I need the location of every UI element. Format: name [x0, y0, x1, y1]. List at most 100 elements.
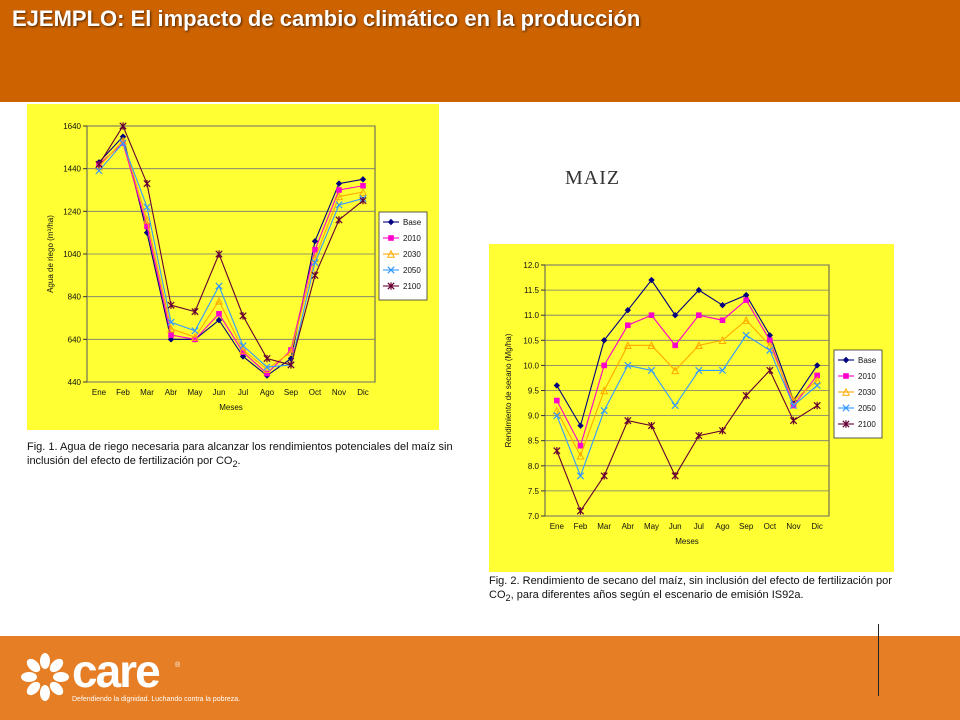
- fig1-point-2100: [287, 361, 295, 369]
- fig2-point-2010: [719, 317, 726, 324]
- fig1-point-2050: [167, 318, 175, 326]
- fig1-legend-marker-2100: [387, 282, 395, 290]
- fig1-point-2100: [143, 179, 151, 188]
- fig2-point-2050: [553, 411, 561, 420]
- fig1-legend-label-base: Base: [403, 218, 422, 227]
- slide-header: EJEMPLO: El impacto de cambio climático …: [0, 0, 960, 102]
- care-logo: care ® Defendiendo la dignidad. Luchando…: [20, 645, 280, 710]
- fig1-legend-marker-2050: [387, 266, 395, 274]
- fig1-point-2050: [191, 327, 199, 335]
- fig1-x-tick-label: Jul: [238, 388, 248, 397]
- fig1-point-2100: [335, 216, 343, 224]
- fig1-legend: Base 2010 2030 2050 2100: [378, 211, 428, 301]
- fig1-point-2100: [215, 250, 223, 258]
- fig2-point-2100: [695, 431, 703, 440]
- fig1-point-2100: [239, 312, 247, 320]
- fig2-point-2030: [552, 406, 561, 415]
- fig2-point-2050: [789, 401, 798, 410]
- figure-2-caption: Fig. 2. Rendimiento de secano del maíz, …: [489, 574, 914, 605]
- fig1-x-tick-label: Feb: [116, 388, 130, 397]
- fig2-point-2050: [671, 401, 679, 410]
- fig1-point-2030: [190, 332, 200, 341]
- fig2-point-2050: [718, 366, 727, 375]
- fig2-legend-marker-2010: [843, 373, 849, 379]
- fig2-x-axis-label: Meses: [675, 537, 699, 546]
- fig2-point-2030: [718, 335, 727, 344]
- fig1-x-tick-label: May: [187, 388, 202, 397]
- fig2-point-2100: [671, 472, 679, 480]
- fig1-point-2030: [166, 324, 176, 333]
- fig2-legend-label-2050: 2050: [858, 404, 876, 413]
- figure-1-caption-text: Fig. 1. Agua de riego necesaria para alc…: [27, 441, 453, 467]
- fig2-point-2010: [767, 337, 773, 344]
- fig2-y-axis-label: Rendimiento de secano (Mg/ha): [504, 333, 513, 447]
- fig2-point-2100: [718, 426, 727, 435]
- fig2-point-2100: [742, 391, 750, 400]
- fig1-point-2030: [334, 192, 344, 201]
- fig1-y-axis-label: Agua de riego (m³/ha): [46, 215, 55, 293]
- fig2-legend-marker-2100: [842, 420, 850, 428]
- fig1-line-base: [98, 135, 364, 377]
- fig2-y-tick-label: 12.0: [523, 261, 539, 270]
- fig1-legend-label-2100: 2100: [403, 282, 421, 291]
- fig1-line-2030: [98, 139, 364, 370]
- fig1-x-axis-label: Meses: [219, 403, 243, 412]
- fig2-point-2010: [648, 312, 655, 318]
- figure-2-caption-text: Fig. 2. Rendimiento de secano del maíz, …: [489, 575, 892, 601]
- fig1-point-2100: [119, 122, 127, 130]
- fig2-point-2050: [624, 361, 632, 370]
- fig1-point-2010: [336, 187, 342, 193]
- fig1-x-tick-label: Oct: [309, 388, 322, 397]
- fig2-x-tick-label: Jul: [694, 522, 704, 531]
- fig1-point-2050: [215, 282, 223, 290]
- fig1-point-2100: [359, 196, 367, 205]
- figure-1-caption: Fig. 1. Agua de riego necesaria para alc…: [27, 440, 457, 471]
- fig1-point-2010: [360, 182, 366, 189]
- fig2-point-2100: [766, 366, 774, 375]
- fig2-line-2030: [556, 319, 818, 458]
- fig2-point-2050: [813, 381, 821, 390]
- fig2-y-tick-label: 7.5: [528, 487, 540, 496]
- fig2-y-tick-label: 11.0: [524, 311, 540, 320]
- fig2-x-tick-label: Abr: [622, 522, 635, 531]
- slide-footer: [0, 636, 960, 720]
- fig1-x-tick-label: Nov: [332, 388, 346, 397]
- fig1-x-tick-label: Ago: [260, 388, 275, 397]
- fig2-point-2030: [742, 315, 751, 324]
- fig2-y-tick-label: 9.5: [528, 387, 540, 396]
- rainfed-yield-chart: 7.0 7.5 8.0 8.5 9.0 9.5 10.0 10.5 11.0 11.5 12.0 En…: [489, 244, 894, 572]
- fig2-point-2030: [765, 341, 774, 350]
- fig2-point-2100: [789, 416, 798, 425]
- fig2-x-tick-label: Ago: [715, 522, 730, 531]
- fig2-point-base: [577, 422, 584, 429]
- fig2-y-tick-label: 11.5: [524, 286, 540, 295]
- care-hands-icon: [21, 653, 69, 701]
- fig2-x-tick-label: Sep: [739, 522, 754, 531]
- fig2-point-2100: [647, 421, 656, 430]
- fig1-point-2050: [143, 203, 151, 211]
- fig2-x-tick-label: Dic: [811, 522, 823, 531]
- fig1-y-tick-label: 840: [68, 293, 82, 302]
- fig2-point-2050: [576, 472, 585, 480]
- fig2-point-2050: [742, 331, 750, 339]
- fig1-point-2100: [95, 160, 103, 169]
- fig1-point-2050: [95, 167, 103, 175]
- fig1-line-2100: [98, 124, 364, 366]
- fig2-point-2030: [694, 341, 703, 350]
- figure-2-caption-end: , para diferentes años según el escenari…: [510, 589, 804, 601]
- rainfed-yield-chart-svg: 7.0 7.5 8.0 8.5 9.0 9.5 10.0 10.5 11.0 11.5 12.0 En…: [504, 261, 883, 546]
- figure-1-caption-subscript: 2: [232, 459, 238, 470]
- fig2-point-2010: [814, 372, 820, 379]
- fig1-point-2100: [263, 354, 271, 363]
- fig2-point-2030: [647, 341, 656, 350]
- fig1-point-2030: [286, 347, 296, 356]
- fig1-point-2030: [358, 187, 368, 196]
- fig2-point-2100: [553, 447, 561, 455]
- fig2-point-2010: [577, 442, 584, 449]
- fig2-point-2010: [601, 362, 607, 369]
- fig2-x-tick-label: Nov: [786, 522, 800, 531]
- fig2-line-base: [556, 279, 818, 428]
- fig1-point-2050: [335, 201, 343, 209]
- fig2-point-2030: [623, 341, 632, 350]
- care-wordmark: care: [72, 645, 161, 697]
